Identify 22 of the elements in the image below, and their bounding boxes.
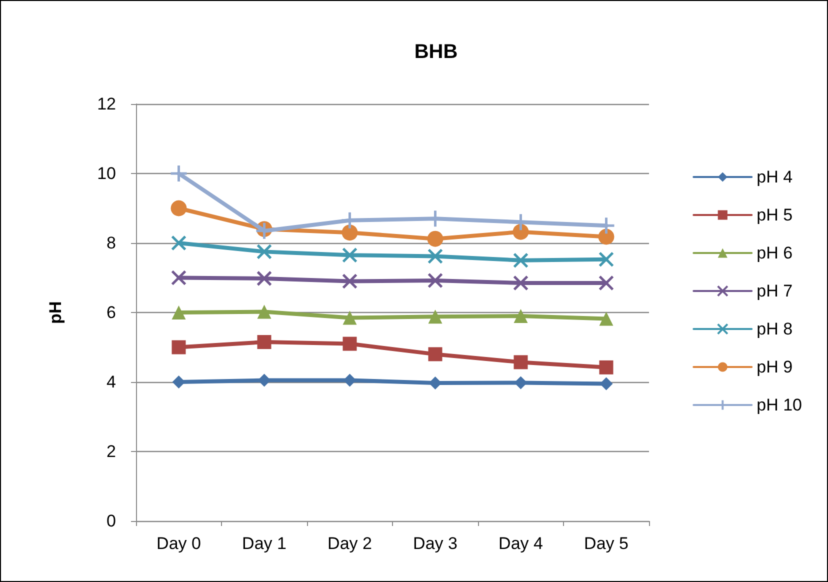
legend-label: pH 10	[756, 396, 802, 414]
y-tick-label: 4	[106, 372, 116, 392]
y-tick-label: 6	[106, 303, 116, 322]
x-tick-label: Day 1	[242, 534, 286, 553]
x-tick-label: Day 0	[156, 534, 201, 553]
legend-label: pH 8	[756, 320, 793, 338]
x-tick-label: Day 3	[413, 534, 458, 553]
y-tick-label: 8	[106, 234, 116, 252]
legend-label: pH 7	[756, 282, 793, 300]
chart-title: BHB	[414, 41, 458, 63]
legend-label: pH 4	[756, 168, 793, 186]
legend-label: pH 6	[756, 244, 793, 262]
y-tick-label: 12	[97, 94, 116, 114]
x-tick-label: Day 5	[584, 534, 628, 553]
x-tick-label: Day 2	[328, 534, 372, 553]
y-tick-label: 2	[106, 442, 116, 461]
y-tick-label: 0	[106, 512, 116, 530]
x-tick-label: Day 4	[498, 534, 543, 553]
legend-label: pH 5	[756, 206, 793, 224]
y-axis-title: pH	[46, 301, 65, 324]
y-tick-label: 10	[97, 164, 116, 183]
legend-label: pH 9	[756, 358, 793, 376]
